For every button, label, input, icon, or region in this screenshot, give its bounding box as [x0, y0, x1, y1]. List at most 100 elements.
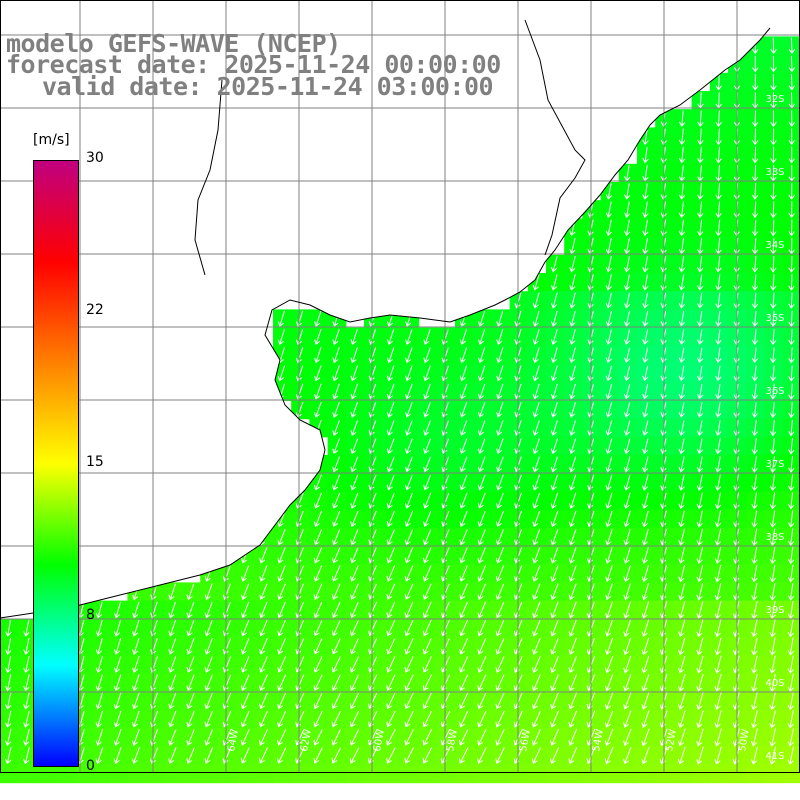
wind-arrow: [751, 146, 759, 164]
wind-arrow: [678, 329, 686, 345]
wind-arrow: [168, 619, 177, 637]
wind-arrow: [677, 692, 686, 710]
wind-arrow: [204, 656, 213, 673]
wind-arrow: [404, 747, 414, 764]
wind-arrow: [678, 128, 686, 146]
wind-speed-cell: [364, 764, 383, 784]
wind-arrow: [459, 474, 468, 491]
wind-arrow: [277, 529, 286, 546]
wind-arrow: [550, 292, 558, 309]
wind-arrow: [240, 729, 250, 746]
wind-arrow: [259, 565, 268, 582]
country-border: [194, 79, 223, 276]
wind-arrow: [350, 565, 359, 582]
wind-arrow: [678, 510, 685, 528]
wind-arrow: [550, 310, 558, 327]
wind-arrow: [495, 692, 505, 710]
wind-arrow: [788, 310, 795, 328]
wind-arrow: [168, 601, 176, 619]
wind-arrow: [605, 565, 613, 583]
wind-arrow: [477, 420, 486, 436]
wind-arrow: [678, 256, 686, 273]
wind-arrow: [569, 329, 576, 345]
wind-arrow: [550, 656, 559, 674]
wind-arrow: [423, 547, 432, 564]
wind-arrow: [769, 601, 776, 620]
wind-arrow: [350, 547, 359, 564]
wind-arrow: [550, 456, 558, 473]
wind-arrow: [605, 528, 613, 546]
wind-arrow: [677, 746, 686, 765]
wind-arrow: [386, 619, 396, 637]
wind-arrow: [769, 365, 777, 382]
wind-arrow: [569, 365, 576, 382]
wind-arrow: [423, 529, 432, 546]
wind-arrow: [532, 347, 540, 364]
wind-arrow: [331, 601, 341, 619]
wind-arrow: [514, 329, 522, 346]
wind-arrow: [787, 710, 794, 729]
wind-speed-cell: [72, 764, 92, 784]
wind-arrow: [696, 456, 704, 473]
wind-arrow: [496, 310, 504, 327]
wind-arrow: [404, 674, 414, 691]
wind-arrow: [569, 310, 576, 327]
wind-arrow: [441, 329, 449, 346]
wind-arrow: [386, 365, 395, 382]
wind-arrow: [496, 329, 504, 346]
wind-arrow: [459, 692, 469, 710]
wind-arrow: [514, 510, 522, 528]
wind-arrow: [788, 183, 795, 200]
wind-arrow: [405, 456, 413, 473]
latitude-label: 35S: [765, 313, 784, 324]
wind-arrow: [222, 692, 232, 710]
wind-arrow: [459, 365, 468, 382]
wind-arrow: [5, 638, 12, 655]
wind-speed-cell: [182, 764, 201, 784]
wind-arrow: [386, 547, 395, 564]
wind-arrow: [787, 673, 794, 693]
wind-arrow: [788, 347, 795, 364]
wind-arrow: [623, 619, 632, 637]
wind-arrow: [23, 710, 30, 728]
wind-arrow: [259, 729, 268, 746]
wind-arrow: [787, 583, 795, 601]
wind-arrow: [277, 565, 286, 582]
wind-arrow: [769, 746, 776, 765]
wind-arrow: [132, 656, 140, 674]
wind-arrow: [404, 601, 414, 619]
wind-arrow: [678, 438, 685, 455]
wind-arrow: [787, 564, 795, 583]
wind-speed-cell: [309, 764, 329, 784]
wind-speed-cell: [254, 764, 274, 784]
wind-arrow: [222, 674, 232, 691]
wind-arrow: [459, 656, 469, 673]
wind-arrow: [5, 656, 12, 674]
wind-arrow: [788, 292, 795, 309]
wind-arrow: [678, 637, 686, 656]
wind-arrow: [132, 674, 140, 692]
wind-arrow: [787, 691, 794, 711]
wind-arrow: [751, 420, 758, 437]
wind-arrow: [714, 492, 722, 510]
wind-arrow: [350, 474, 359, 491]
wind-arrow: [623, 329, 631, 345]
wind-arrow: [496, 456, 504, 473]
wind-arrow: [277, 747, 287, 764]
wind-arrow: [314, 383, 322, 400]
wind-arrow: [95, 656, 103, 674]
wind-arrow: [331, 710, 341, 728]
wind-arrow: [313, 729, 323, 746]
wind-arrow: [770, 74, 777, 91]
wind-arrow: [623, 601, 631, 619]
wind-arrow: [313, 674, 323, 691]
wind-arrow: [642, 201, 649, 218]
wind-arrow: [5, 619, 12, 637]
wind-speed-cell: [91, 764, 110, 784]
latitude-label: 38S: [765, 532, 784, 543]
wind-speed-cell: [655, 764, 674, 784]
wind-arrow: [95, 674, 103, 692]
wind-arrow: [386, 692, 396, 710]
wind-arrow: [678, 274, 686, 291]
wind-arrow: [404, 692, 414, 710]
